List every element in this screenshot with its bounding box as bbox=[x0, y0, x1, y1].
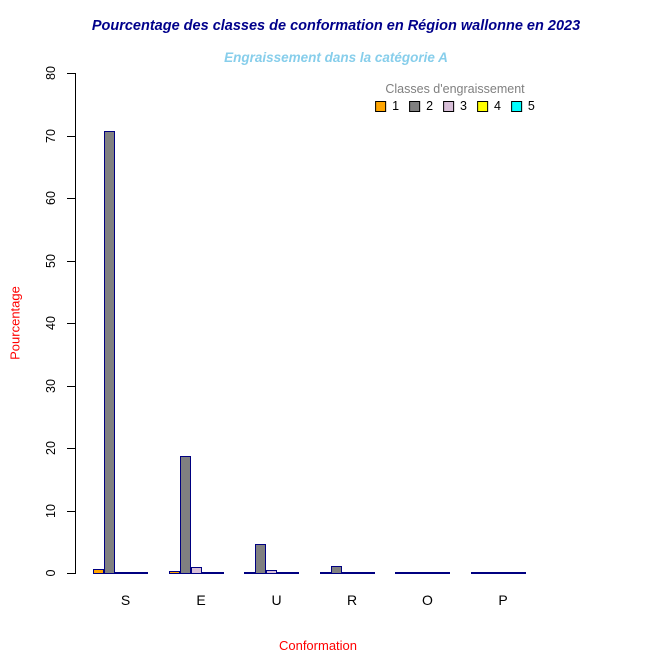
bar-P-class3 bbox=[492, 572, 504, 574]
legend-entry-5: 5 bbox=[510, 99, 535, 113]
x-category-label-E: E bbox=[196, 592, 206, 608]
bar-E-class2 bbox=[179, 455, 191, 574]
chart-title: Pourcentage des classes de conformation … bbox=[91, 18, 581, 34]
y-tick-mark bbox=[67, 260, 75, 262]
y-tick-mark bbox=[67, 573, 75, 574]
legend-swatch-icon bbox=[409, 100, 421, 112]
y-tick-mark bbox=[67, 323, 75, 324]
y-tick-label: 10 bbox=[44, 503, 58, 518]
legend-entry-label: 5 bbox=[527, 99, 535, 113]
bar-O-class2 bbox=[406, 571, 417, 574]
y-tick-label: 30 bbox=[44, 378, 58, 393]
bar-O-class5 bbox=[439, 572, 450, 574]
legend-entry-label: 3 bbox=[460, 99, 467, 113]
y-tick-mark bbox=[67, 198, 75, 199]
legend-entry-1: 1 bbox=[375, 99, 399, 113]
bar-U-class2 bbox=[255, 544, 266, 574]
chart-subtitle: Engraissement dans la catégorie A bbox=[224, 50, 448, 65]
bar-P-class2 bbox=[481, 572, 493, 574]
legend-title: Classes d'engraissement bbox=[385, 82, 525, 96]
bar-R-class1 bbox=[319, 572, 331, 574]
bar-U-class4 bbox=[277, 572, 288, 574]
y-axis-title: Pourcentage bbox=[7, 286, 23, 360]
y-tick-mark bbox=[67, 385, 75, 387]
x-category-label-O: O bbox=[422, 592, 433, 608]
bar-S-class1 bbox=[93, 569, 104, 574]
x-category-label-U: U bbox=[271, 592, 282, 608]
x-category-label-R: R bbox=[346, 592, 358, 608]
bar-group-P bbox=[470, 572, 526, 574]
bar-R-class5 bbox=[363, 572, 375, 574]
y-tick-label: 20 bbox=[44, 441, 58, 455]
bar-P-class4 bbox=[503, 572, 515, 574]
bar-U-class3 bbox=[266, 569, 277, 574]
bar-group-E bbox=[168, 455, 224, 574]
bar-P-class5 bbox=[514, 572, 526, 574]
y-tick-mark bbox=[67, 448, 75, 449]
y-tick-mark bbox=[67, 510, 75, 512]
bar-R-class2 bbox=[330, 565, 342, 574]
bar-E-class3 bbox=[190, 567, 202, 574]
bar-group-O bbox=[395, 571, 450, 574]
y-tick-mark bbox=[67, 73, 75, 74]
bar-group-S bbox=[93, 130, 148, 574]
x-axis-title: Conformation bbox=[278, 638, 358, 653]
legend: 1 2 3 4 5 bbox=[375, 99, 535, 113]
legend-swatch-icon bbox=[476, 100, 488, 112]
bar-O-class1 bbox=[395, 572, 406, 574]
y-tick-mark bbox=[67, 135, 75, 137]
legend-entry-2: 2 bbox=[409, 99, 433, 113]
bar-E-class4 bbox=[201, 572, 213, 574]
legend-entry-label: 4 bbox=[493, 99, 501, 113]
bar-R-class4 bbox=[352, 572, 364, 574]
x-category-label-P: P bbox=[498, 592, 508, 608]
bar-group-R bbox=[319, 565, 375, 574]
bar-R-class3 bbox=[341, 572, 353, 574]
bar-U-class1 bbox=[244, 572, 255, 574]
legend-entry-label: 1 bbox=[392, 99, 400, 113]
y-tick-label: 40 bbox=[44, 316, 58, 330]
bar-S-class5 bbox=[137, 572, 148, 574]
bar-S-class4 bbox=[126, 572, 137, 574]
y-tick-label: 60 bbox=[44, 191, 58, 205]
bar-group-U bbox=[244, 544, 299, 574]
legend-entry-4: 4 bbox=[476, 99, 501, 113]
legend-entry-3: 3 bbox=[443, 99, 467, 113]
bar-O-class4 bbox=[428, 572, 439, 574]
x-category-label-S: S bbox=[120, 592, 131, 608]
legend-entry-label: 2 bbox=[426, 99, 434, 113]
bar-E-class5 bbox=[212, 572, 224, 574]
bar-S-class3 bbox=[115, 571, 126, 574]
bar-E-class1 bbox=[168, 570, 180, 574]
bar-S-class2 bbox=[104, 130, 115, 574]
bar-O-class3 bbox=[417, 572, 428, 574]
y-tick-label: 0 bbox=[44, 569, 58, 577]
y-axis-line bbox=[75, 73, 76, 574]
legend-swatch-icon bbox=[510, 100, 522, 112]
bar-U-class5 bbox=[288, 572, 299, 574]
legend-swatch-icon bbox=[443, 100, 455, 112]
bar-P-class1 bbox=[470, 572, 482, 574]
y-tick-label: 70 bbox=[44, 128, 58, 143]
y-tick-label: 50 bbox=[44, 253, 58, 268]
y-tick-label: 80 bbox=[44, 66, 58, 80]
legend-swatch-icon bbox=[375, 100, 387, 112]
